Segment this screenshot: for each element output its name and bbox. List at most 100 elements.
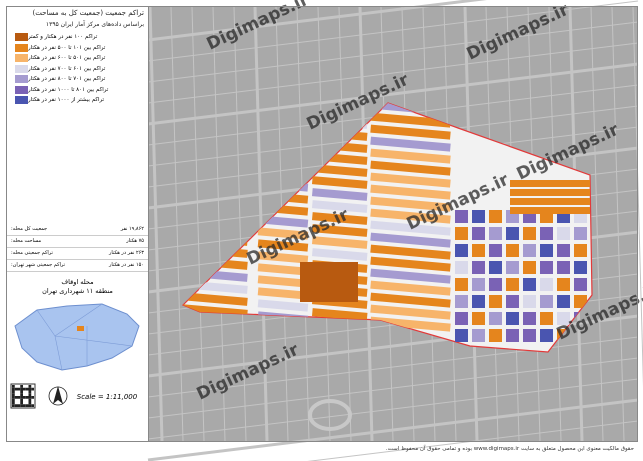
road bbox=[147, 0, 639, 62]
block bbox=[557, 312, 570, 325]
legend-label: تراکم بین ۶۰۱ تا ۷۰۰ نفر در هکتار bbox=[28, 65, 106, 72]
qr-cell bbox=[25, 387, 29, 390]
block bbox=[370, 148, 451, 164]
info-table: جمعیت کل محله: ۱۹,۸۶۲ نفر مساحت محله: ۷۵ هک… bbox=[7, 224, 148, 272]
road bbox=[191, 6, 205, 442]
info-value: ۷۵ هکتار bbox=[126, 238, 144, 244]
block bbox=[557, 278, 570, 291]
block bbox=[540, 312, 553, 325]
info-label: جمعیت کل محله: bbox=[11, 226, 48, 232]
block bbox=[489, 312, 502, 325]
block bbox=[311, 224, 368, 237]
location-marker bbox=[77, 325, 84, 331]
qr-cell bbox=[12, 398, 15, 401]
qr-cell bbox=[28, 390, 32, 393]
qr-cell bbox=[12, 395, 15, 399]
legend-item: تراکم بین ۱۰۱ تا ۵۰۰ نفر در هکتار bbox=[7, 43, 148, 54]
block bbox=[455, 295, 468, 308]
spacer bbox=[7, 106, 148, 224]
block bbox=[489, 261, 502, 274]
north-arrow bbox=[53, 385, 63, 404]
locator-map bbox=[14, 302, 140, 371]
legend-label: تراکم بین ۸۰۱ تا ۱۰۰۰ نفر در هکتار bbox=[28, 86, 109, 93]
legend-label: تراکم ۱۰۰ نفر در هکتار و کمتر bbox=[28, 34, 98, 41]
block bbox=[300, 262, 358, 302]
block bbox=[574, 278, 587, 291]
qr-cell bbox=[20, 398, 23, 401]
block bbox=[540, 244, 553, 257]
block bbox=[557, 244, 570, 257]
qr-cell bbox=[12, 403, 15, 407]
frame bbox=[6, 6, 638, 442]
qr-cell bbox=[12, 387, 15, 390]
qr-cell bbox=[28, 403, 32, 407]
road bbox=[307, 420, 639, 461]
qr-cell bbox=[20, 387, 23, 390]
block bbox=[183, 292, 248, 306]
block bbox=[540, 295, 553, 308]
block bbox=[370, 160, 451, 176]
info-row: مساحت محله: ۷۵ هکتار bbox=[7, 236, 148, 248]
map-subtitle: براساس داده‌های مرکز آمار ایران ۱۳۹۵ bbox=[45, 21, 144, 28]
north-circle bbox=[48, 386, 68, 405]
block bbox=[311, 188, 368, 201]
block bbox=[472, 278, 485, 291]
block bbox=[574, 227, 587, 240]
legend-swatch bbox=[15, 75, 28, 84]
legend-swatch bbox=[15, 85, 28, 94]
block bbox=[523, 295, 536, 308]
block bbox=[455, 312, 468, 325]
legend-label: تراکم بین ۱۰۱ تا ۵۰۰ نفر در هکتار bbox=[28, 44, 106, 51]
block bbox=[472, 210, 485, 223]
scale-area: Scale = 1:11,000 bbox=[10, 383, 138, 408]
tehran-outline bbox=[14, 302, 140, 371]
block bbox=[370, 256, 451, 272]
qr-cell bbox=[23, 387, 26, 390]
qr-cell bbox=[17, 403, 21, 407]
road bbox=[253, 6, 269, 442]
qr-cell bbox=[14, 403, 18, 407]
block bbox=[370, 124, 451, 140]
legend-item: تراکم بین ۶۰۱ تا ۷۰۰ نفر در هکتار bbox=[7, 64, 148, 75]
side-panel: تراکم جمعیت (جمعیت کل به مساحت) براساس د… bbox=[7, 7, 149, 441]
block bbox=[370, 112, 451, 128]
block bbox=[370, 184, 451, 200]
block bbox=[523, 244, 536, 257]
legend-swatch bbox=[15, 33, 28, 42]
block bbox=[510, 180, 590, 187]
legend-item: تراکم ۱۰۰ نفر در هکتار و کمتر bbox=[7, 32, 148, 43]
qr-cell bbox=[17, 387, 21, 390]
block bbox=[257, 239, 309, 252]
block bbox=[370, 316, 451, 332]
block bbox=[506, 329, 519, 342]
block bbox=[557, 295, 570, 308]
info-row: تراکم جمعیتی شهر تهران: ۱۵۰ نفر در هکتار bbox=[7, 260, 148, 272]
block bbox=[523, 261, 536, 274]
legend-label: تراکم بیشتر از ۱۰۰۰ نفر در هکتار bbox=[28, 97, 105, 104]
block bbox=[472, 261, 485, 274]
road bbox=[147, 336, 639, 398]
qr-cell bbox=[28, 401, 32, 404]
scale-text: Scale = 1:11,000 bbox=[77, 393, 138, 401]
qr-cell bbox=[12, 401, 15, 404]
road bbox=[233, 6, 247, 442]
legend-swatch bbox=[15, 43, 28, 52]
info-row: جمعیت کل محله: ۱۹,۸۶۲ نفر bbox=[7, 224, 148, 236]
block bbox=[506, 295, 519, 308]
stadium bbox=[308, 399, 352, 431]
block bbox=[523, 278, 536, 291]
block bbox=[370, 232, 451, 248]
qr-cell bbox=[14, 395, 18, 399]
qr-cell bbox=[17, 395, 21, 399]
qr-cell bbox=[28, 398, 32, 401]
qr-cell bbox=[20, 390, 23, 393]
block bbox=[489, 227, 502, 240]
block bbox=[540, 278, 553, 291]
road bbox=[147, 0, 488, 42]
info-value: ۱۹,۸۶۲ نفر bbox=[120, 226, 144, 232]
info-row: تراکم جمعیتی محله: ۲۶۳ نفر در هکتار bbox=[7, 248, 148, 260]
legend-item: تراکم بین ۷۰۱ تا ۸۰۰ نفر در هکتار bbox=[7, 74, 148, 85]
qr-cell bbox=[25, 395, 29, 399]
block bbox=[540, 329, 553, 342]
qr-cell bbox=[12, 392, 15, 396]
